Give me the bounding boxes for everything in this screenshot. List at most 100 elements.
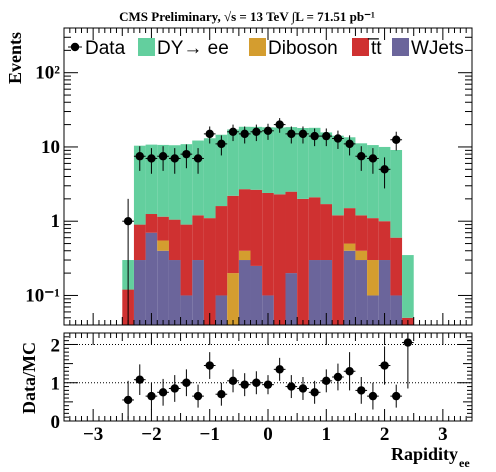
ratio-point xyxy=(193,391,203,401)
bar-tt-bin-22 xyxy=(378,221,391,261)
x-axis-title: Rapidity ee xyxy=(391,444,470,470)
data-point xyxy=(158,152,168,161)
bar-tt-bin-2 xyxy=(145,214,158,233)
data-point xyxy=(147,154,156,163)
legend-label: DY→ ee xyxy=(157,38,229,59)
data-point xyxy=(228,127,238,136)
bar-tt-bin-10 xyxy=(238,189,251,251)
y-tick-label: 1 xyxy=(51,211,61,232)
ratio-y-tick-label: 1 xyxy=(51,374,61,395)
bar-tt-bin-6 xyxy=(192,215,204,261)
bar-dyee-bin-5 xyxy=(180,144,193,225)
bar-diboson-bin-19 xyxy=(343,243,356,251)
ratio-point xyxy=(240,380,249,389)
bar-dyee-bin-7 xyxy=(203,138,216,219)
bar-tt-bin-21 xyxy=(367,218,379,261)
data-point xyxy=(333,134,343,143)
bar-diboson-bin-9 xyxy=(227,273,239,325)
data-point xyxy=(217,139,226,149)
ratio-point xyxy=(333,372,343,382)
bar-diboson-bin-20 xyxy=(355,250,368,261)
bar-dyee-bin-21 xyxy=(367,145,379,219)
ratio-point xyxy=(252,378,261,387)
ratio-point xyxy=(135,375,144,384)
data-point xyxy=(357,152,366,161)
legend-item: DY→ ee xyxy=(138,38,229,59)
ratio-point xyxy=(275,365,284,374)
x-axis-title-text: Rapidity xyxy=(391,444,458,464)
ratio-point xyxy=(357,386,366,395)
data-point xyxy=(205,129,214,139)
y-axis-title-data-mc: Data/MC xyxy=(19,342,39,414)
ratio-points xyxy=(122,333,414,420)
legend-swatch xyxy=(352,38,369,56)
ratio-point xyxy=(147,391,156,401)
bar-dyee-bin-17 xyxy=(320,132,333,205)
bar-wjets-bin-5 xyxy=(180,295,193,325)
ratio-point xyxy=(403,338,413,347)
y-tick-label: 10⁻¹ xyxy=(25,285,60,306)
ratio-point xyxy=(158,388,168,397)
bar-wjets-bin-4 xyxy=(168,260,181,325)
bar-wjets-bin-22 xyxy=(378,260,391,325)
bar-wjets-bin-12 xyxy=(262,295,274,325)
bar-dyee-bin-12 xyxy=(262,127,274,193)
bar-wjets-bin-8 xyxy=(215,295,228,325)
ratio-plot-pad: 0 1 2 −3 −2 −1 0 1 2 3 xyxy=(51,332,473,445)
bar-diboson-bin-21 xyxy=(367,260,379,296)
bar-diboson-bin-10 xyxy=(238,250,251,261)
ratio-y-tick-label: 0 xyxy=(51,412,61,433)
data-point xyxy=(275,120,284,129)
ratio-point xyxy=(368,391,378,401)
main-plot-border xyxy=(63,27,473,326)
bar-tt-bin-13 xyxy=(273,194,286,325)
bar-dyee-bin-18 xyxy=(332,135,344,216)
x-tick-label: 0 xyxy=(263,424,273,445)
legend: Data DY→ ee Diboson t̅t WJets xyxy=(68,38,464,59)
ratio-point xyxy=(123,395,133,405)
legend-label: WJets xyxy=(411,38,464,59)
data-points xyxy=(122,118,403,325)
legend-item: WJets xyxy=(392,38,464,59)
data-point xyxy=(310,131,319,141)
bar-wjets-bin-21 xyxy=(367,295,379,325)
bar-tt-bin-1 xyxy=(133,224,146,261)
bar-tt-bin-23 xyxy=(390,237,403,296)
ratio-point xyxy=(263,380,273,389)
bar-wjets-bin-3 xyxy=(157,250,169,325)
ratio-point xyxy=(298,384,308,393)
bar-wjets-bin-19 xyxy=(343,250,356,325)
bar-tt-bin-14 xyxy=(285,191,298,274)
ratio-point xyxy=(205,361,214,370)
ratio-point xyxy=(310,388,319,397)
ratio-point xyxy=(217,390,226,399)
bar-tt-bin-20 xyxy=(355,215,368,251)
bar-dyee-bin-20 xyxy=(355,143,368,216)
ratio-point xyxy=(380,361,389,370)
ratio-point xyxy=(322,376,331,386)
data-point xyxy=(123,217,133,226)
legend-label-data: Data xyxy=(85,38,126,59)
bar-tt-bin-8 xyxy=(215,206,228,296)
x-tick-label: −1 xyxy=(200,424,220,445)
x-tick-label: −2 xyxy=(141,424,161,445)
ratio-point xyxy=(345,367,354,376)
main-axis-ticks: 10⁻¹ 1 10 10² xyxy=(25,27,473,326)
bar-tt-bin-9 xyxy=(227,195,239,274)
data-point xyxy=(322,131,331,141)
bar-wjets-bin-6 xyxy=(192,260,204,325)
x-tick-label: 3 xyxy=(438,424,448,445)
bar-tt-bin-12 xyxy=(262,192,274,296)
bar-dyee-bin-16 xyxy=(308,127,321,198)
data-point xyxy=(380,165,389,174)
bar-dyee-bin-1 xyxy=(133,145,146,225)
bar-dyee-bin-9 xyxy=(227,129,239,196)
bar-tt-bin-4 xyxy=(168,219,181,261)
bar-dyee-bin-13 xyxy=(273,127,286,195)
ratio-point xyxy=(287,382,296,391)
x-axis-title-subscript: ee xyxy=(459,456,470,470)
x-tick-label: −3 xyxy=(83,424,103,445)
bar-wjets-bin-14 xyxy=(285,273,298,325)
data-point xyxy=(182,149,191,159)
